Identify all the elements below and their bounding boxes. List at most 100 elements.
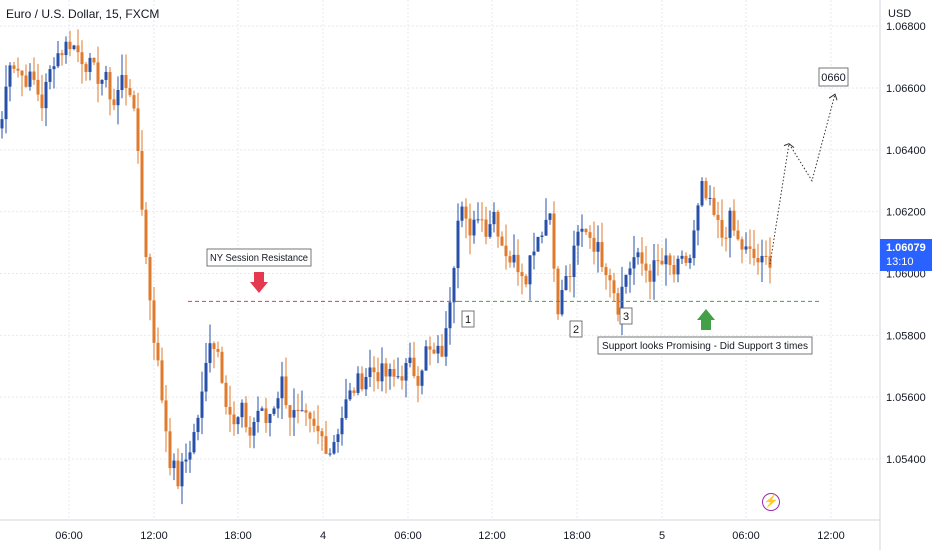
candle-body[interactable] [380, 363, 384, 382]
candle-body[interactable] [620, 286, 624, 315]
candle-body[interactable] [128, 88, 132, 96]
candle-body[interactable] [496, 211, 500, 237]
candle-body[interactable] [16, 68, 20, 71]
candle-body[interactable] [160, 360, 164, 401]
candle-body[interactable] [84, 64, 88, 72]
candle-body[interactable] [500, 236, 504, 246]
candle-body[interactable] [364, 377, 368, 390]
candle-body[interactable] [460, 206, 464, 221]
candle-body[interactable] [476, 219, 480, 221]
candle-body[interactable] [648, 270, 652, 282]
candle-body[interactable] [168, 431, 172, 469]
candle-body[interactable] [304, 410, 308, 413]
candle-body[interactable] [236, 417, 240, 425]
candle-body[interactable] [200, 391, 204, 418]
candle-body[interactable] [272, 408, 276, 414]
candle-body[interactable] [264, 408, 268, 423]
candle-body[interactable] [564, 276, 568, 291]
candle-body[interactable] [240, 402, 244, 418]
candle-body[interactable] [324, 436, 328, 454]
candle-body[interactable] [664, 255, 668, 265]
candle-body[interactable] [392, 369, 396, 377]
candle-body[interactable] [740, 239, 744, 250]
candle-body[interactable] [440, 345, 444, 357]
candle-body[interactable] [360, 373, 364, 390]
candle-body[interactable] [8, 65, 12, 87]
candle-body[interactable] [172, 460, 176, 469]
candle-body[interactable] [680, 255, 684, 259]
candle-body[interactable] [468, 218, 472, 236]
candle-body[interactable] [536, 236, 540, 252]
candle-body[interactable] [568, 276, 572, 278]
candle-body[interactable] [540, 235, 544, 237]
candle-body[interactable] [656, 260, 660, 262]
candle-body[interactable] [4, 86, 8, 120]
candle-body[interactable] [716, 214, 720, 220]
candle-body[interactable] [28, 71, 32, 87]
candle-body[interactable] [376, 372, 380, 382]
candle-body[interactable] [548, 213, 552, 220]
candle-body[interactable] [44, 81, 48, 109]
candle-body[interactable] [148, 257, 152, 301]
candle-body[interactable] [288, 405, 292, 418]
candle-body[interactable] [712, 197, 716, 215]
candle-body[interactable] [748, 246, 752, 249]
candle-body[interactable] [56, 53, 60, 67]
candle-body[interactable] [152, 300, 156, 343]
candle-body[interactable] [644, 263, 648, 271]
candle-body[interactable] [396, 376, 400, 378]
candle-body[interactable] [696, 205, 700, 231]
candle-body[interactable] [244, 402, 248, 428]
candle-body[interactable] [604, 267, 608, 276]
candle-body[interactable] [760, 255, 764, 263]
candle-body[interactable] [256, 410, 260, 422]
candle-body[interactable] [180, 461, 184, 487]
candle-body[interactable] [516, 254, 520, 273]
candle-body[interactable] [144, 209, 148, 258]
candle-body[interactable] [628, 268, 632, 275]
candle-body[interactable] [284, 376, 288, 406]
candle-body[interactable] [60, 53, 64, 56]
candle-body[interactable] [640, 252, 644, 264]
candle-body[interactable] [532, 251, 536, 256]
candle-body[interactable] [140, 151, 144, 210]
candle-body[interactable] [632, 257, 636, 269]
candle-body[interactable] [756, 257, 760, 263]
candle-body[interactable] [352, 390, 356, 393]
candle-body[interactable] [176, 460, 180, 487]
candle-body[interactable] [612, 280, 616, 294]
candle-body[interactable] [428, 346, 432, 350]
candle-body[interactable] [80, 52, 84, 65]
projection-path[interactable] [769, 94, 836, 265]
candle-body[interactable] [528, 255, 532, 285]
candle-body[interactable] [388, 369, 392, 377]
candle-body[interactable] [260, 408, 264, 411]
candle-body[interactable] [652, 260, 656, 282]
candle-body[interactable] [600, 242, 604, 268]
candle-body[interactable] [444, 328, 448, 357]
candle-body[interactable] [132, 95, 136, 109]
candle-body[interactable] [596, 242, 600, 252]
candle-body[interactable] [336, 434, 340, 442]
candle-body[interactable] [544, 219, 548, 236]
candle-body[interactable] [368, 367, 372, 378]
candle-body[interactable] [248, 427, 252, 436]
lightning-bolt-icon[interactable]: ⚡ [762, 493, 780, 511]
candle-body[interactable] [404, 362, 408, 381]
candle-body[interactable] [768, 256, 772, 268]
candle-body[interactable] [464, 206, 468, 219]
candle-body[interactable] [112, 99, 116, 106]
candle-body[interactable] [668, 255, 672, 266]
candle-body[interactable] [48, 69, 52, 82]
candle-body[interactable] [452, 268, 456, 303]
candle-body[interactable] [724, 237, 728, 239]
candle-body[interactable] [108, 71, 112, 100]
candle-body[interactable] [372, 367, 376, 373]
candle-body[interactable] [492, 211, 496, 225]
candle-body[interactable] [556, 268, 560, 315]
candle-body[interactable] [448, 302, 452, 329]
candle-body[interactable] [68, 41, 72, 50]
candle-body[interactable] [228, 406, 232, 415]
candle-body[interactable] [488, 224, 492, 237]
